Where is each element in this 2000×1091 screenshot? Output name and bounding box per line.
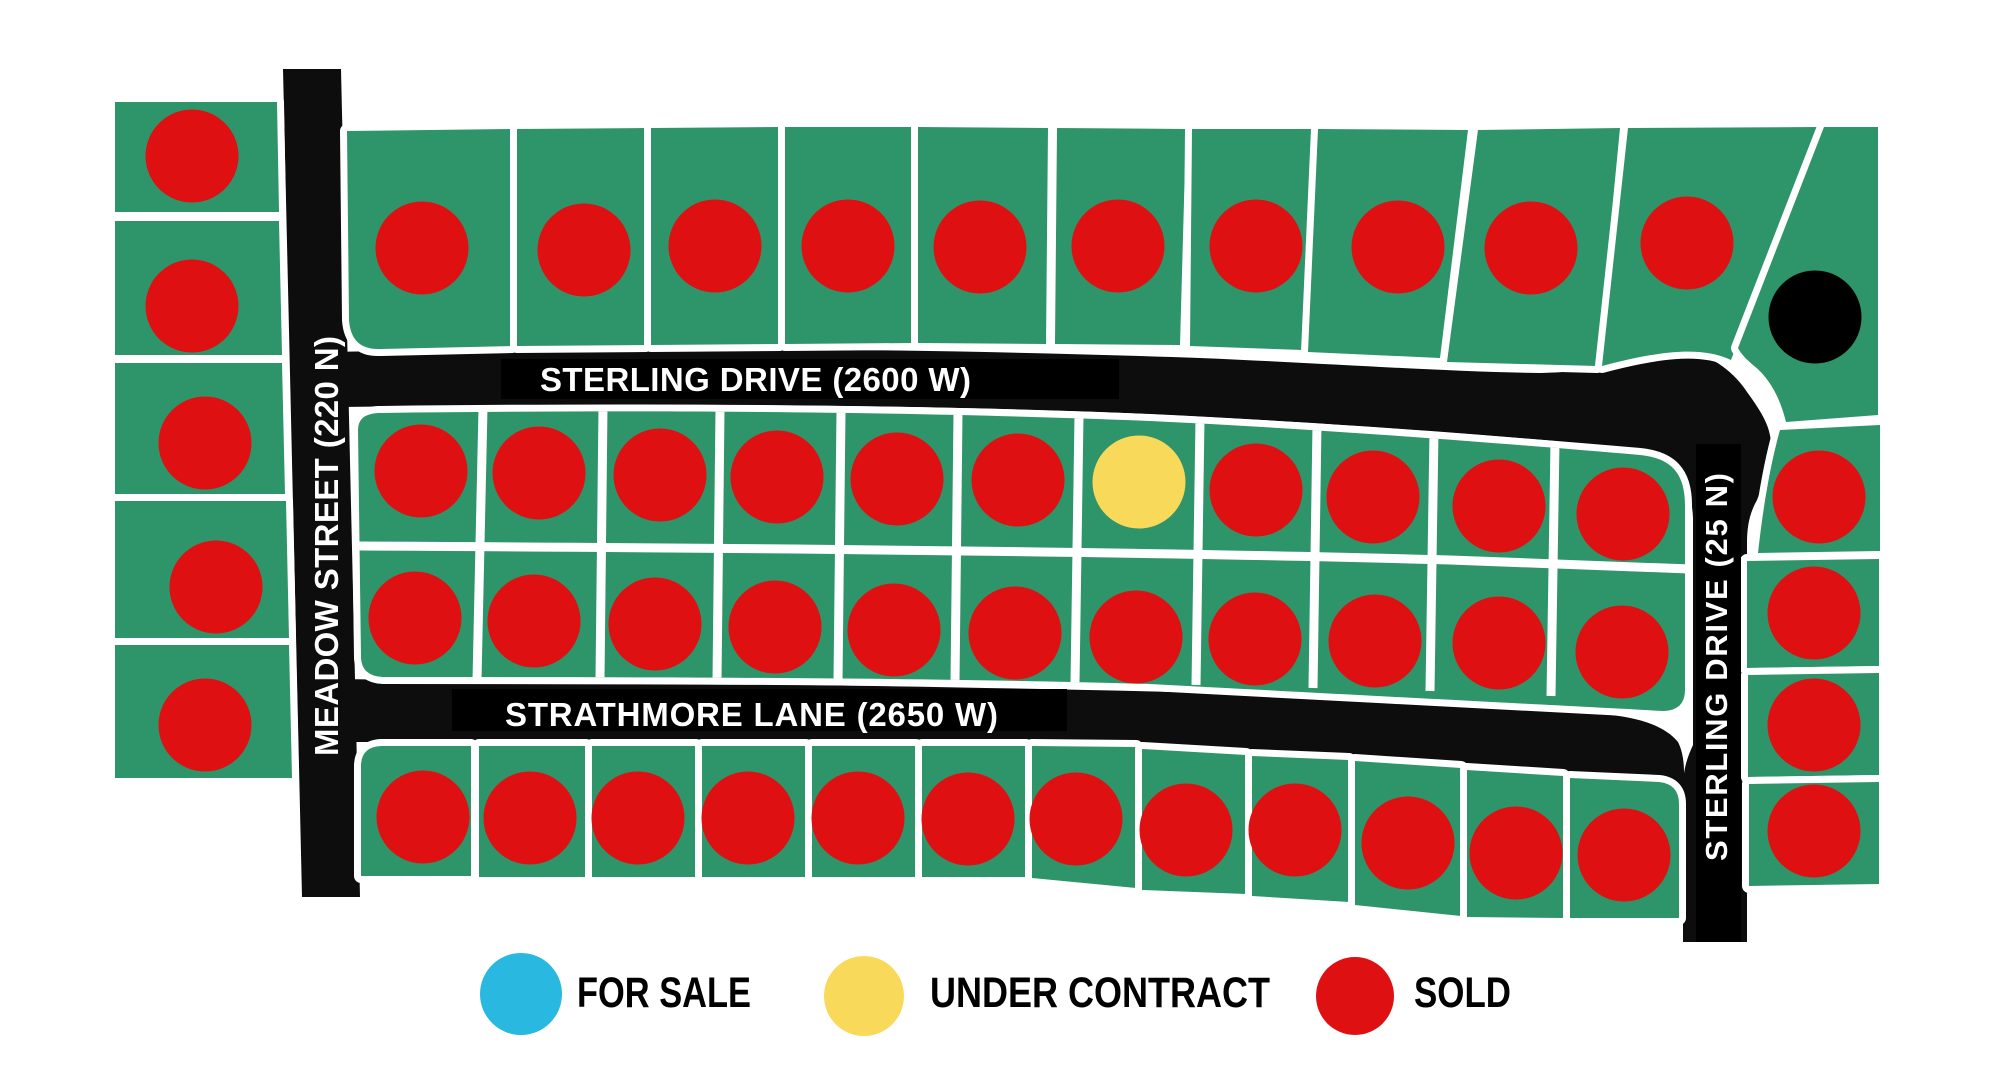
- svg-text:SOLD: SOLD: [1414, 969, 1511, 1017]
- svg-text:MEADOW STREET (220 N): MEADOW STREET (220 N): [308, 336, 345, 756]
- svg-text:STERLING DRIVE (25 N): STERLING DRIVE (25 N): [1699, 473, 1734, 861]
- svg-text:STRATHMORE LANE (2650 W): STRATHMORE LANE (2650 W): [505, 696, 998, 733]
- svg-text:FOR SALE: FOR SALE: [577, 969, 751, 1017]
- svg-text:UNDER CONTRACT: UNDER CONTRACT: [930, 969, 1270, 1017]
- svg-text:STERLING DRIVE (2600 W): STERLING DRIVE (2600 W): [540, 361, 971, 398]
